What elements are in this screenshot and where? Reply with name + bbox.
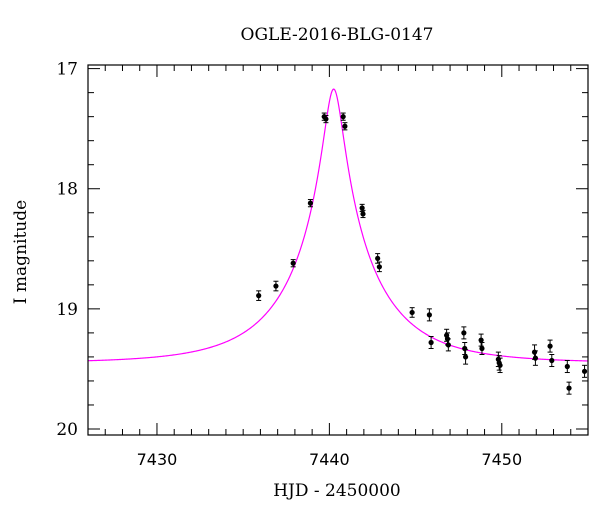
y-axis-label: I magnitude (11, 200, 31, 304)
point-marker (426, 312, 432, 318)
data-point (547, 339, 553, 353)
point-marker (547, 343, 553, 349)
point-marker (307, 200, 314, 206)
data-point (564, 360, 570, 374)
x-axis-label: HJD - 2450000 (273, 481, 401, 501)
data-point (462, 349, 469, 365)
data-point (426, 308, 432, 322)
x-tick-label: 7440 (309, 450, 350, 469)
point-marker (445, 342, 451, 348)
point-marker (428, 339, 434, 346)
point-marker (290, 260, 296, 266)
data-point (461, 326, 467, 340)
data-point (273, 280, 279, 292)
data-point (445, 338, 451, 352)
point-marker (581, 368, 588, 374)
data-point (497, 357, 503, 374)
x-tick-label: 7450 (481, 450, 522, 469)
point-marker (479, 345, 485, 352)
data-point (360, 209, 366, 219)
point-marker (478, 337, 484, 343)
data-point (478, 333, 484, 347)
data-point (256, 290, 262, 301)
point-marker (564, 363, 570, 370)
data-point (479, 342, 485, 356)
data-point (581, 364, 588, 378)
point-marker (360, 211, 366, 217)
point-marker (256, 293, 262, 299)
point-marker (359, 205, 365, 211)
data-points (256, 112, 588, 395)
y-tick-label: 18 (56, 180, 78, 200)
chart-title: OGLE-2016-BLG-0147 (241, 25, 434, 45)
data-point (376, 261, 382, 273)
data-point (428, 335, 434, 350)
point-marker (531, 349, 538, 355)
data-point (549, 354, 555, 368)
point-marker (375, 255, 381, 262)
axis-tick-labels: 7430 7440 7450 17 18 19 20 (56, 60, 522, 469)
point-marker (273, 283, 279, 289)
data-point (290, 259, 296, 268)
point-marker (461, 330, 467, 336)
y-tick-label: 20 (56, 420, 78, 440)
point-marker (497, 362, 503, 368)
data-point (323, 114, 329, 124)
point-marker (462, 345, 468, 352)
point-marker (462, 354, 469, 360)
point-marker (340, 114, 346, 120)
x-tick-label: 7430 (137, 450, 178, 469)
y-tick-label: 17 (56, 60, 78, 80)
point-marker (549, 357, 555, 364)
point-marker (409, 309, 415, 316)
data-point (462, 342, 468, 356)
point-marker (376, 264, 382, 270)
data-point (532, 350, 539, 366)
model-curve (87, 88, 589, 362)
data-point (409, 307, 415, 318)
data-point (340, 112, 346, 121)
point-marker (566, 385, 572, 391)
point-marker (323, 116, 329, 122)
data-point (307, 199, 314, 208)
data-point (566, 381, 572, 395)
data-point (342, 122, 348, 131)
plot-frame (87, 64, 589, 436)
y-tick-label: 19 (56, 300, 78, 320)
point-marker (532, 355, 539, 361)
axis-ticks (87, 65, 589, 435)
point-marker (342, 123, 348, 129)
